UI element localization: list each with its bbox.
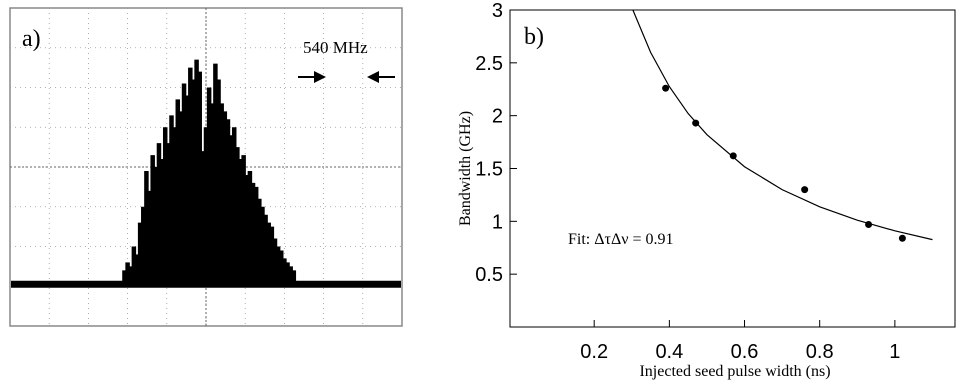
- y-tick-label: 0.5: [475, 264, 503, 286]
- plot-frame: [510, 10, 955, 327]
- x-tick-label: 1: [889, 341, 900, 363]
- y-tick-label: 3: [492, 0, 503, 22]
- bandwidth-label: 540 MHz: [303, 38, 368, 57]
- y-tick-label: 2.5: [475, 53, 503, 75]
- panel-label: b): [524, 24, 544, 50]
- figure: a) 540 MHz 0.2 0.4 0.6 0.8 1 0.5 1 1.5 2 2.5 3 b) Fit:…: [0, 0, 962, 381]
- x-tick-label: 0.4: [655, 341, 683, 363]
- x-tick-label: 0.8: [806, 341, 834, 363]
- fit-annotation: Fit: ΔτΔν = 0.91: [568, 231, 674, 248]
- panel-label: a): [22, 26, 41, 52]
- x-tick-label: 0.6: [731, 341, 759, 363]
- x-tick-label: 0.2: [580, 341, 608, 363]
- data-point: [730, 152, 737, 159]
- y-tick-label: 2: [492, 106, 503, 128]
- data-point: [899, 235, 906, 242]
- y-axis-label: Bandwidth (GHz): [457, 111, 474, 226]
- data-point: [801, 186, 808, 193]
- y-tick-label: 1.5: [475, 159, 503, 181]
- bandwidth-arrows: [298, 71, 395, 83]
- fit-curve: [633, 10, 933, 240]
- y-tick-label: 1: [492, 211, 503, 233]
- data-point: [662, 85, 669, 92]
- x-axis-label: Injected seed pulse width (ns): [639, 363, 830, 380]
